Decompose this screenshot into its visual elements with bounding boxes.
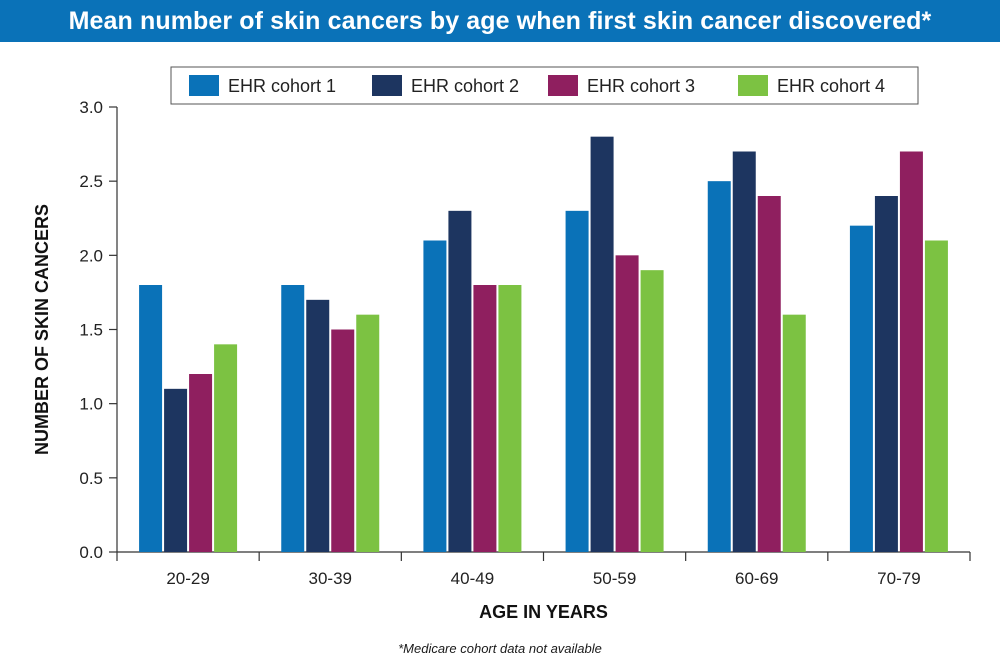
bar — [849, 225, 873, 552]
bar — [874, 196, 898, 552]
bar — [306, 299, 330, 552]
legend-label: EHR cohort 1 — [228, 76, 336, 96]
bar — [331, 329, 355, 552]
y-axis-title: NUMBER OF SKIN CANCERS — [32, 204, 52, 455]
bar — [924, 240, 948, 552]
legend-label: EHR cohort 4 — [777, 76, 885, 96]
bar — [565, 210, 589, 553]
legend-swatch — [548, 75, 578, 96]
legend-label: EHR cohort 2 — [411, 76, 519, 96]
y-tick-label: 2.0 — [79, 246, 103, 265]
bar-chart: 0.0 0.5 1.0 1.5 2.0 2.5 3.0 20-29 30-39 40-49 50-5… — [32, 66, 971, 622]
chart-title-bar: Mean number of skin cancers by age when … — [0, 0, 1000, 42]
bar — [732, 151, 756, 552]
bar — [139, 285, 163, 552]
x-tick-label: 40-49 — [451, 569, 494, 588]
bar — [473, 285, 497, 552]
legend-label: EHR cohort 3 — [587, 76, 695, 96]
y-tick-label: 0.5 — [79, 469, 103, 488]
bar — [164, 388, 188, 552]
y-tick-label: 1.5 — [79, 321, 103, 340]
bar — [590, 136, 614, 552]
y-tick-label: 1.0 — [79, 395, 103, 414]
bar — [498, 285, 522, 552]
bar — [615, 255, 639, 553]
footnote: *Medicare cohort data not available — [398, 641, 602, 656]
bar — [189, 374, 213, 552]
x-tick-label: 60-69 — [735, 569, 778, 588]
bar — [757, 196, 781, 552]
bar — [782, 314, 806, 552]
bar — [356, 314, 380, 552]
chart-title: Mean number of skin cancers by age when … — [68, 6, 932, 35]
legend-swatch — [372, 75, 402, 96]
x-tick-label: 30-39 — [309, 569, 352, 588]
bar — [281, 285, 305, 552]
legend-swatch — [738, 75, 768, 96]
x-tick-label: 50-59 — [593, 569, 636, 588]
y-tick-label: 2.5 — [79, 172, 103, 191]
bar — [448, 210, 472, 553]
bar — [423, 240, 447, 552]
legend-box — [170, 66, 919, 105]
bar — [640, 270, 664, 552]
legend-swatch — [189, 75, 219, 96]
y-tick-label: 3.0 — [79, 98, 103, 117]
x-tick-label: 70-79 — [877, 569, 920, 588]
bar — [899, 151, 923, 552]
bar — [707, 181, 731, 552]
x-tick-label: 20-29 — [166, 569, 209, 588]
x-axis-title: AGE IN YEARS — [479, 602, 608, 622]
bar — [214, 344, 238, 552]
y-tick-label: 0.0 — [79, 543, 103, 562]
